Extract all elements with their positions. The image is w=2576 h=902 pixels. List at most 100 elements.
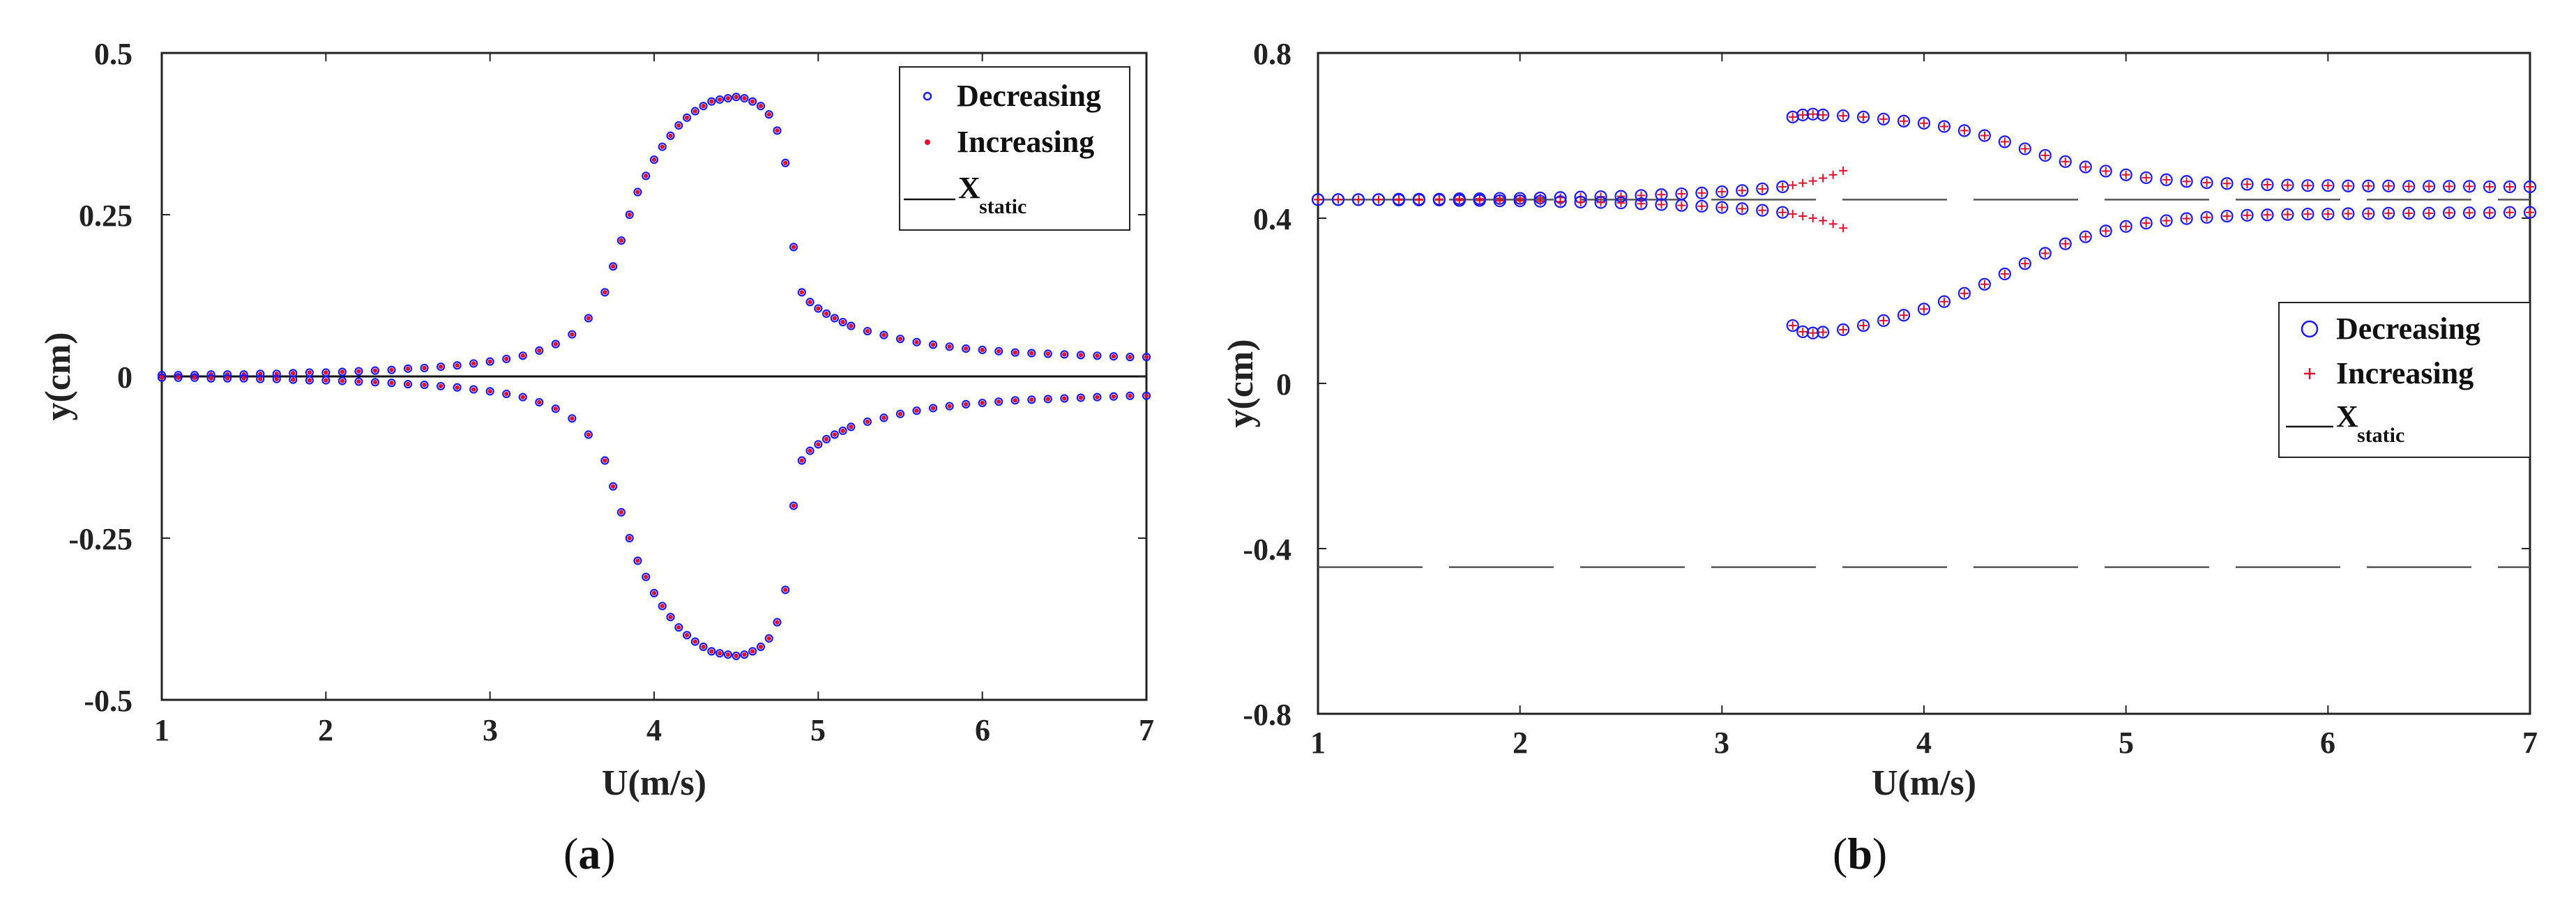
chart-a-increasing-point: [684, 115, 690, 120]
chart-b-decreasing-point: [1806, 107, 1819, 121]
chart-b-decreasing-point: [2483, 180, 2497, 194]
chart-a-increasing-point: [644, 174, 649, 178]
chart-a-decreasing-point: [666, 613, 675, 622]
chart-a-increasing-point: [389, 367, 394, 372]
chart-a-ytick-label: 0.25: [79, 199, 132, 233]
chart-b-decreasing-point: [1331, 193, 1345, 206]
chart-b-increasing-point: [2081, 232, 2090, 241]
chart-b-increasing-point: [1475, 196, 1484, 205]
chart-b-decreasing-point: [1786, 319, 1799, 332]
chart-b-decreasing-point: [2119, 168, 2132, 181]
chart-a-decreasing-point: [436, 362, 446, 372]
chart-b-decreasing-point: [1937, 120, 1951, 133]
chart-b-decreasing-point: [1817, 326, 1830, 339]
chart-a-increasing-point: [997, 349, 1001, 354]
chart-a-decreasing-point: [732, 93, 741, 102]
chart-b-decreasing-point: [1736, 184, 1749, 197]
chart-b-increasing-point: [2182, 214, 2191, 223]
chart-b-increasing-point: [2384, 208, 2393, 217]
chart-a-decreasing-point: [272, 374, 281, 383]
chart-a-increasing-point: [849, 425, 854, 429]
chart-a-increasing-point: [405, 366, 411, 372]
chart-a-increasing-point: [389, 381, 394, 385]
chart-a-increasing-point: [742, 652, 747, 657]
chart-b-increasing-point: [1354, 195, 1363, 204]
chart-b-decreasing-point: [1917, 303, 1931, 316]
chart-a-increasing-point: [808, 300, 812, 305]
chart-b-increasing-point: [2303, 181, 2312, 190]
chart-b-decreasing-point: [1857, 110, 1870, 123]
chart-a-increasing-point: [791, 245, 796, 250]
chart-a-increasing-point: [824, 311, 829, 316]
chart-b-decreasing-point: [1351, 193, 1365, 206]
chart-b-decreasing-point: [2261, 178, 2274, 192]
chart-a-increasing-point: [635, 190, 640, 194]
chart-a-increasing-point: [799, 290, 805, 295]
chart-a-increasing-point: [258, 376, 263, 381]
chart-a-increasing-point: [627, 212, 632, 217]
chart-a-decreasing-point: [305, 376, 314, 385]
chart-a-decreasing-point: [1043, 395, 1052, 404]
chart-b-decreasing-point: [1837, 109, 1850, 123]
chart-b-decreasing-point: [1311, 193, 1325, 206]
chart-b-decreasing-point: [1533, 194, 1547, 208]
chart-a-decreasing-point: [789, 243, 798, 252]
chart-b-xtick-label: 2: [1513, 726, 1528, 760]
chart-b-increasing-point: [1788, 112, 1797, 121]
chart-b-increasing-point: [1616, 199, 1626, 208]
chart-b-decreasing-point: [1937, 295, 1951, 308]
chart-b-decreasing-point: [1877, 314, 1891, 328]
chart-b-increasing-tail-point: [1828, 170, 1838, 179]
chart-a-increasing-point: [1029, 397, 1034, 402]
chart-a-decreasing-point: [838, 317, 847, 327]
chart-a-decreasing-point: [830, 314, 839, 323]
panel-label-b: (b): [1833, 829, 1887, 878]
chart-b-decreasing-point: [2523, 180, 2537, 194]
chart-a-increasing-point: [274, 376, 279, 381]
chart-b-increasing-point: [2263, 211, 2272, 220]
chart-b-decreasing-point: [2362, 179, 2375, 192]
chart-a-increasing-point: [1062, 352, 1067, 357]
chart-a-increasing-point: [553, 342, 558, 346]
chart-a-decreasing-point: [994, 397, 1003, 406]
chart-a-increasing-point: [324, 378, 328, 383]
chart-a-increasing-point: [824, 436, 829, 442]
chart-b-decreasing-point: [1796, 108, 1810, 121]
chart-a-increasing-point: [619, 238, 624, 243]
chart-a-increasing-point: [372, 380, 378, 385]
chart-a-decreasing-point: [1109, 392, 1119, 401]
chart-a-legend-increasing-label: Increasing: [957, 125, 1094, 159]
chart-b-decreasing-point: [1957, 286, 1971, 300]
chart-b-increasing-point: [1495, 197, 1504, 206]
chart-b-decreasing-point: [1897, 309, 1911, 322]
chart-b-xtick-label: 4: [1916, 726, 1932, 760]
chart-b-increasing-point: [2485, 208, 2494, 217]
chart-b-increasing-point: [1657, 200, 1666, 209]
chart-a-increasing-point: [520, 353, 525, 358]
chart-b-increasing-tail-point: [1828, 220, 1838, 229]
chart-b-increasing-point: [2364, 181, 2373, 190]
chart-a-increasing-point: [1095, 353, 1100, 358]
chart-b-increasing-point: [1879, 316, 1888, 325]
chart-b-decreasing-point: [1776, 206, 1789, 219]
chart-a-increasing-point: [980, 347, 985, 353]
chart-b-decreasing-point: [2220, 177, 2234, 190]
chart-b-legend-static-label: X: [2336, 399, 2358, 434]
chart-b-decreasing-point: [1817, 108, 1830, 121]
chart-b-decreasing-point: [1837, 323, 1850, 337]
chart-b-increasing-point: [2465, 182, 2474, 191]
chart-a-increasing-point: [832, 316, 838, 321]
chart-a-decreasing-point: [764, 110, 773, 119]
chart-a-decreasing-point: [584, 314, 593, 323]
chart-b-increasing-tail-point: [1808, 176, 1817, 185]
chart-b-increasing-point: [2121, 222, 2130, 231]
chart-b-decreasing-point: [1513, 194, 1526, 208]
chart-b-increasing-point: [2000, 137, 2009, 146]
chart-b-increasing-point: [1738, 204, 1747, 213]
chart-b-increasing-point: [2303, 210, 2312, 219]
chart-b-increasing-point: [1980, 131, 1989, 140]
chart-a-decreasing-point: [895, 409, 905, 418]
chart-a-increasing-point: [766, 636, 771, 641]
chart-b-decreasing-point: [2241, 208, 2254, 222]
chart-a-legend-decreasing-label: Decreasing: [957, 79, 1101, 113]
